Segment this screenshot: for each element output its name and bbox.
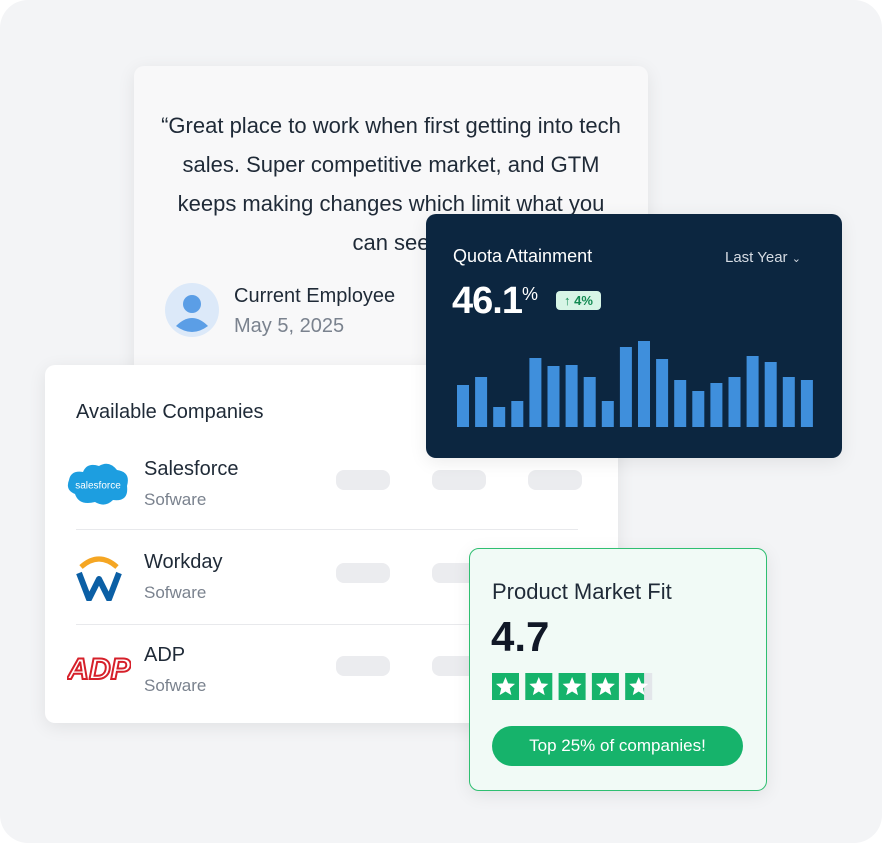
star-rating xyxy=(492,673,653,700)
quota-card: Quota Attainment Last Year ⌄ 46.1% ↑ 4% xyxy=(426,214,842,458)
pmf-rating: 4.7 xyxy=(491,613,550,660)
bar xyxy=(583,377,596,427)
change-badge: ↑ 4% xyxy=(556,291,601,310)
placeholder xyxy=(336,563,390,583)
placeholder xyxy=(336,656,390,676)
bar xyxy=(619,347,632,427)
bar-chart xyxy=(457,341,813,427)
bar xyxy=(674,380,687,427)
adp-logo: ADP xyxy=(67,653,131,687)
bar xyxy=(529,358,542,427)
pmf-badge: Top 25% of companies! xyxy=(492,726,743,766)
avatar xyxy=(165,283,219,337)
bar xyxy=(692,391,705,427)
company-name: ADP xyxy=(144,644,186,666)
logo-text: salesforce xyxy=(75,481,121,492)
companies-title: Available Companies xyxy=(76,401,264,423)
company-industry: Sofware xyxy=(144,583,207,602)
workday-logo xyxy=(76,556,122,601)
star xyxy=(595,677,615,696)
placeholder xyxy=(336,470,390,490)
pmf-card: Product Market Fit 4.7 Top 25% of compan… xyxy=(469,548,767,791)
bar xyxy=(782,377,795,427)
company-name: Salesforce xyxy=(144,458,239,480)
salesforce-logo: salesforce xyxy=(67,463,128,505)
bar xyxy=(457,385,469,427)
bar xyxy=(511,401,524,427)
bar xyxy=(601,401,614,427)
bar xyxy=(710,383,723,427)
bar xyxy=(764,362,777,427)
star xyxy=(496,677,515,696)
quota-value: 46.1 xyxy=(452,280,523,322)
star xyxy=(562,677,582,696)
bar xyxy=(638,341,650,427)
change: 4% xyxy=(574,293,593,308)
review-quote: “Great place to work when first getting … xyxy=(161,113,621,255)
quota-title: Quota Attainment xyxy=(453,246,593,266)
bar xyxy=(547,366,560,427)
placeholder xyxy=(528,470,582,490)
company-industry: Sofware xyxy=(144,490,207,509)
bar xyxy=(565,365,578,427)
pmf-title: Product Market Fit xyxy=(492,579,672,604)
star xyxy=(529,677,549,696)
review-date: May 5, 2025 xyxy=(234,315,345,337)
company-industry: Sofware xyxy=(144,676,207,695)
bar xyxy=(475,377,488,427)
quota-unit: % xyxy=(521,284,538,304)
star xyxy=(629,677,649,696)
company-name: Workday xyxy=(144,551,223,573)
bar xyxy=(493,407,506,427)
placeholder xyxy=(432,470,486,490)
period-select[interactable]: Last Year ⌄ xyxy=(725,249,801,266)
bar xyxy=(800,380,813,427)
bar xyxy=(728,377,741,427)
bar xyxy=(746,356,759,427)
review-author: Current Employee xyxy=(234,285,396,307)
bar xyxy=(656,359,669,427)
logo-text: ADP xyxy=(67,653,131,686)
period[interactable]: Last Year xyxy=(725,249,788,266)
